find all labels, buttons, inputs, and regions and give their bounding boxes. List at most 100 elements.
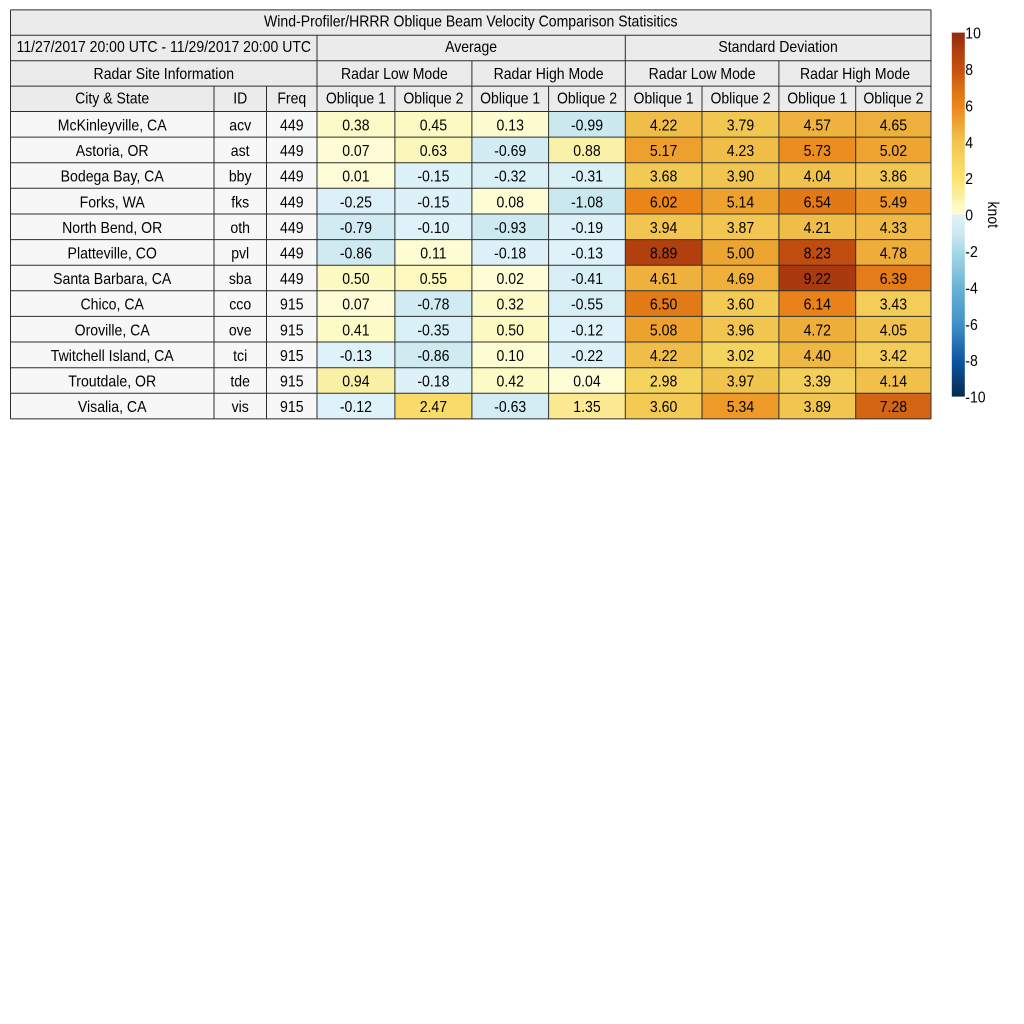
svg-text:-6: -6 — [965, 317, 978, 334]
svg-text:Forks, WA: Forks, WA — [80, 193, 145, 211]
svg-text:449: 449 — [280, 270, 304, 288]
svg-text:9.22: 9.22 — [804, 270, 831, 288]
svg-text:Radar High Mode: Radar High Mode — [800, 66, 910, 83]
svg-text:0.50: 0.50 — [497, 321, 524, 339]
svg-text:915: 915 — [280, 347, 304, 365]
svg-text:3.68: 3.68 — [650, 168, 677, 186]
svg-text:8.89: 8.89 — [650, 245, 677, 263]
svg-text:-0.79: -0.79 — [340, 219, 372, 237]
svg-text:Radar High Mode: Radar High Mode — [494, 66, 604, 83]
svg-text:0.55: 0.55 — [420, 270, 447, 288]
svg-text:449: 449 — [280, 168, 304, 186]
svg-text:Oblique 1: Oblique 1 — [326, 91, 386, 108]
svg-text:tci: tci — [233, 347, 247, 365]
svg-text:449: 449 — [280, 245, 304, 263]
svg-text:4: 4 — [965, 135, 973, 152]
svg-text:6.39: 6.39 — [880, 270, 907, 288]
svg-text:8: 8 — [965, 62, 973, 79]
svg-text:Oroville, CA: Oroville, CA — [75, 321, 150, 339]
svg-text:4.33: 4.33 — [880, 219, 907, 237]
svg-text:Astoria, OR: Astoria, OR — [76, 142, 149, 160]
svg-text:3.39: 3.39 — [804, 373, 831, 391]
svg-text:Platteville, CO: Platteville, CO — [68, 245, 157, 263]
svg-text:4.72: 4.72 — [804, 321, 831, 339]
svg-text:3.97: 3.97 — [727, 373, 754, 391]
svg-text:Standard Deviation: Standard Deviation — [718, 39, 837, 56]
svg-text:-0.15: -0.15 — [417, 168, 449, 186]
svg-text:-0.15: -0.15 — [417, 193, 449, 211]
svg-text:Bodega Bay, CA: Bodega Bay, CA — [61, 168, 164, 186]
svg-text:-0.22: -0.22 — [571, 347, 603, 365]
svg-text:Visalia, CA: Visalia, CA — [78, 398, 147, 416]
svg-text:3.79: 3.79 — [727, 116, 754, 134]
svg-text:vis: vis — [232, 398, 249, 416]
svg-text:-0.86: -0.86 — [417, 347, 449, 365]
svg-text:Chico, CA: Chico, CA — [81, 296, 145, 314]
svg-text:4.23: 4.23 — [727, 142, 754, 160]
svg-text:4.22: 4.22 — [650, 347, 677, 365]
svg-text:5.17: 5.17 — [650, 142, 677, 160]
svg-text:Twitchell Island, CA: Twitchell Island, CA — [51, 347, 174, 365]
svg-text:0.63: 0.63 — [420, 142, 447, 160]
svg-text:-0.25: -0.25 — [340, 193, 372, 211]
svg-text:0.07: 0.07 — [342, 142, 369, 160]
svg-text:6.54: 6.54 — [804, 193, 831, 211]
svg-text:-0.12: -0.12 — [340, 398, 372, 416]
svg-text:Oblique 1: Oblique 1 — [634, 91, 694, 108]
svg-text:-0.78: -0.78 — [417, 296, 449, 314]
svg-text:11/27/2017 20:00 UTC - 11/29/2: 11/27/2017 20:00 UTC - 11/29/2017 20:00 … — [17, 39, 312, 56]
svg-text:sba: sba — [229, 270, 252, 288]
svg-text:-0.10: -0.10 — [417, 219, 449, 237]
svg-text:0.02: 0.02 — [497, 270, 524, 288]
svg-text:-0.93: -0.93 — [494, 219, 526, 237]
svg-text:449: 449 — [280, 142, 304, 160]
svg-text:acv: acv — [229, 116, 251, 134]
svg-text:915: 915 — [280, 321, 304, 339]
svg-text:10: 10 — [965, 26, 981, 43]
svg-text:3.60: 3.60 — [650, 398, 677, 416]
svg-text:ID: ID — [233, 91, 247, 108]
svg-text:2: 2 — [965, 171, 973, 188]
svg-text:McKinleyville, CA: McKinleyville, CA — [58, 116, 167, 134]
svg-text:5.73: 5.73 — [804, 142, 831, 160]
svg-text:6.50: 6.50 — [650, 296, 677, 314]
svg-text:ast: ast — [231, 142, 250, 160]
svg-text:Oblique 2: Oblique 2 — [863, 91, 923, 108]
svg-text:3.43: 3.43 — [880, 296, 907, 314]
svg-text:0.88: 0.88 — [573, 142, 600, 160]
svg-text:Oblique 2: Oblique 2 — [403, 91, 463, 108]
svg-text:449: 449 — [280, 193, 304, 211]
svg-text:Oblique 2: Oblique 2 — [557, 91, 617, 108]
svg-text:3.89: 3.89 — [804, 398, 831, 416]
svg-text:0.10: 0.10 — [497, 347, 524, 365]
svg-text:ove: ove — [229, 321, 252, 339]
svg-text:4.40: 4.40 — [804, 347, 831, 365]
svg-text:4.57: 4.57 — [804, 116, 831, 134]
svg-text:4.65: 4.65 — [880, 116, 907, 134]
svg-text:-0.18: -0.18 — [494, 245, 526, 263]
svg-text:4.61: 4.61 — [650, 270, 677, 288]
svg-text:-0.99: -0.99 — [571, 116, 603, 134]
svg-text:Radar Low Mode: Radar Low Mode — [649, 66, 756, 83]
svg-text:0.32: 0.32 — [497, 296, 524, 314]
svg-text:3.42: 3.42 — [880, 347, 907, 365]
svg-text:-8: -8 — [965, 353, 978, 370]
svg-text:5.49: 5.49 — [880, 193, 907, 211]
svg-text:-0.13: -0.13 — [340, 347, 372, 365]
svg-text:0: 0 — [965, 208, 973, 225]
svg-text:2.47: 2.47 — [420, 398, 447, 416]
svg-text:4.21: 4.21 — [804, 219, 831, 237]
svg-text:3.02: 3.02 — [727, 347, 754, 365]
svg-text:-4: -4 — [965, 280, 978, 297]
svg-text:knot: knot — [984, 202, 1001, 229]
svg-text:-0.41: -0.41 — [571, 270, 603, 288]
svg-text:0.11: 0.11 — [420, 245, 446, 263]
svg-text:-0.18: -0.18 — [417, 373, 449, 391]
svg-text:0.45: 0.45 — [420, 116, 447, 134]
svg-text:Oblique 2: Oblique 2 — [710, 91, 770, 108]
svg-text:6: 6 — [965, 98, 973, 115]
svg-text:-1.08: -1.08 — [571, 193, 603, 211]
svg-text:4.04: 4.04 — [804, 168, 831, 186]
svg-text:449: 449 — [280, 219, 304, 237]
svg-text:Radar Site Information: Radar Site Information — [94, 66, 235, 83]
